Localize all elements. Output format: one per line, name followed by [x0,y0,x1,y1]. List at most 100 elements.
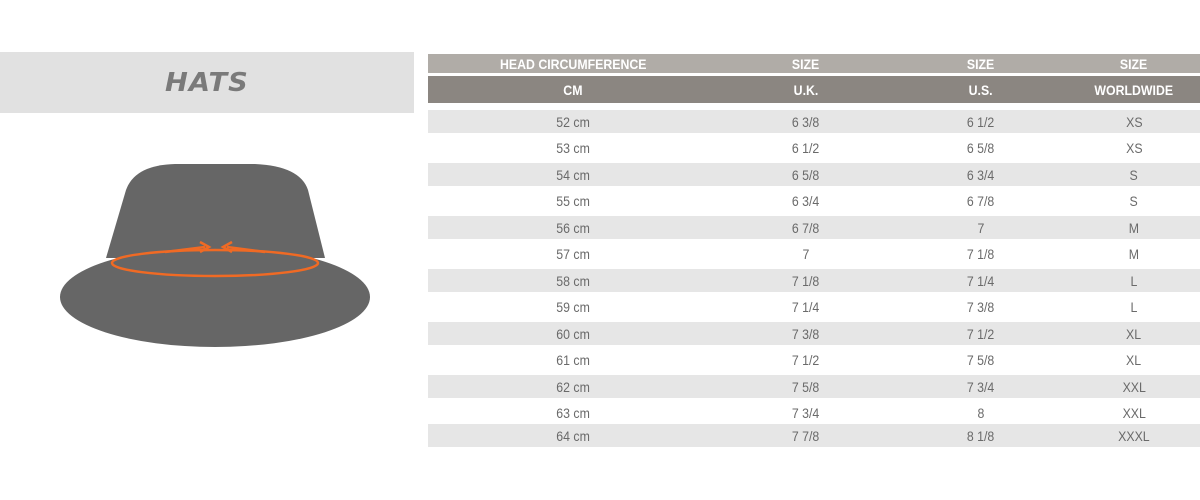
table-row: 62 cm 7 5/8 7 3/4 XXL [428,375,1200,398]
table-cell: 6 7/8 [893,193,1068,209]
cell-text: 55 cm [556,192,590,209]
header-size-us: SIZE [893,56,1068,72]
table-cell: 7 1/4 [893,273,1068,289]
table-cell: 7 [718,246,893,262]
table-row: 64 cm 7 7/8 8 1/8 XXXL [428,424,1200,447]
cell-text: 6 5/8 [791,166,820,183]
table-cell: 8 1/8 [893,428,1068,444]
table-cell: 7 1/8 [718,273,893,289]
table-cell: 58 cm [428,273,718,289]
cell-text: 62 cm [556,378,590,395]
table-cell: 52 cm [428,114,718,130]
table-cell: 54 cm [428,167,718,183]
table-cell: S [1068,193,1200,209]
table-cell: XS [1068,140,1200,156]
table-cell: M [1068,246,1200,262]
table-row: 60 cm 7 3/8 7 1/2 XL [428,322,1200,345]
table-cell: 7 3/8 [718,326,893,342]
cell-text: XS [1125,139,1143,156]
table-cell: XS [1068,114,1200,130]
cell-text: 6 1/2 [966,113,995,130]
cell-text: 6 5/8 [966,139,995,156]
cell-text: 7 1/4 [966,272,995,289]
table-cell: 61 cm [428,352,718,368]
table-cell: 62 cm [428,379,718,395]
table-cell: XXXL [1068,428,1200,444]
header-head-circumference: HEAD CIRCUMFERENCE [428,56,718,72]
cell-text: 7 7/8 [791,427,820,444]
header-label: WORLDWIDE [1094,81,1174,98]
table-row: 57 cm 7 7 1/8 M [428,242,1200,265]
cell-text: 60 cm [556,325,590,342]
cell-text: 53 cm [556,139,590,156]
table-row: 61 cm 7 1/2 7 5/8 XL [428,348,1200,371]
cell-text: 56 cm [556,219,590,236]
cell-text: 7 5/8 [966,351,995,368]
table-cell: 63 cm [428,405,718,421]
table-cell: 7 5/8 [893,352,1068,368]
cell-text: 6 7/8 [966,192,995,209]
cell-text: 52 cm [556,113,590,130]
table-cell: 57 cm [428,246,718,262]
cell-text: XS [1125,113,1143,130]
header-label: SIZE [966,55,995,72]
cell-text: 6 3/4 [966,166,995,183]
cell-text: 7 3/8 [791,325,820,342]
cell-text: S [1129,166,1139,183]
table-cell: 6 1/2 [718,140,893,156]
header-label: SIZE [791,55,820,72]
table-cell: L [1068,299,1200,315]
table-row: 59 cm 7 1/4 7 3/8 L [428,295,1200,318]
cell-text: 64 cm [556,427,590,444]
cell-text: 7 [802,245,809,262]
table-cell: XL [1068,352,1200,368]
table-cell: 7 3/8 [893,299,1068,315]
cell-text: XXXL [1118,427,1150,444]
cell-text: 57 cm [556,245,590,262]
table-cell: 7 1/2 [718,352,893,368]
cell-text: 6 1/2 [791,139,820,156]
header-worldwide: WORLDWIDE [1068,82,1200,98]
header-size-uk: SIZE [718,56,893,72]
cell-text: 7 3/8 [966,298,995,315]
table-cell: 6 1/2 [893,114,1068,130]
cell-text: 7 1/2 [966,325,995,342]
header-us: U.S. [893,82,1068,98]
table-row: 55 cm 6 3/4 6 7/8 S [428,189,1200,212]
table-cell: 59 cm [428,299,718,315]
table-cell: L [1068,273,1200,289]
table-cell: 55 cm [428,193,718,209]
table-cell: M [1068,220,1200,236]
cell-text: L [1130,298,1138,315]
table-cell: 6 3/8 [718,114,893,130]
table-cell: XXL [1068,379,1200,395]
table-header-bottom: CM U.K. U.S. WORLDWIDE [428,76,1200,103]
table-cell: 6 5/8 [893,140,1068,156]
table-cell: 53 cm [428,140,718,156]
cell-text: XL [1126,325,1142,342]
cell-text: 7 1/4 [791,298,820,315]
table-cell: XXL [1068,405,1200,421]
cell-text: XL [1126,351,1142,368]
page-title: HATS [165,67,249,98]
cell-text: 8 [977,404,984,421]
cell-text: 7 1/8 [966,245,995,262]
table-cell: 7 3/4 [718,405,893,421]
cell-text: 7 1/2 [791,351,820,368]
cell-text: 63 cm [556,404,590,421]
table-cell: 8 [893,405,1068,421]
table-cell: 6 7/8 [718,220,893,236]
table-cell: 6 3/4 [893,167,1068,183]
cell-text: 8 1/8 [966,427,995,444]
table-cell: 6 3/4 [718,193,893,209]
table-cell: S [1068,167,1200,183]
table-cell: 64 cm [428,428,718,444]
cell-text: 6 3/4 [791,192,820,209]
header-label: SIZE [1120,55,1148,72]
header-size-worldwide: SIZE [1068,56,1200,72]
table-cell: 7 [893,220,1068,236]
table-cell: 6 5/8 [718,167,893,183]
table-cell: 7 3/4 [893,379,1068,395]
table-row: 53 cm 6 1/2 6 5/8 XS [428,136,1200,159]
cell-text: 7 3/4 [966,378,995,395]
